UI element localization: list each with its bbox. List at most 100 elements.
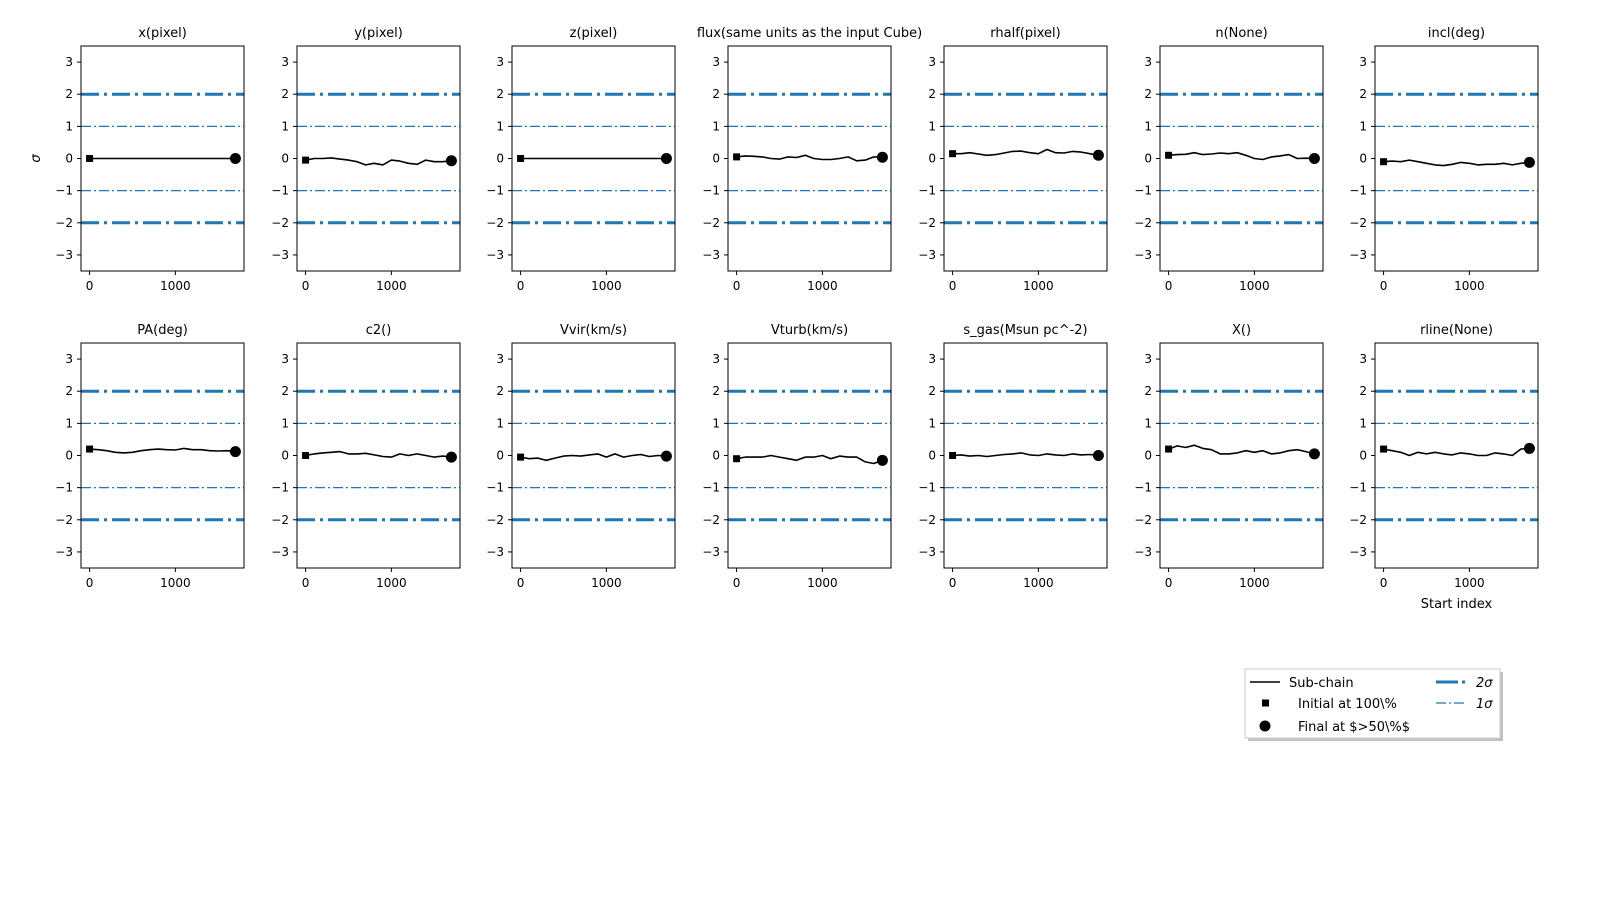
- y-tick-label: 3: [496, 55, 504, 69]
- sub-chain-line: [89, 447, 236, 454]
- y-tick-label: 1: [928, 119, 936, 133]
- y-tick-label: −3: [918, 248, 936, 262]
- y-tick-label: 1: [1144, 119, 1152, 133]
- sub-chain-line: [520, 453, 667, 462]
- final-marker: [229, 446, 241, 458]
- y-tick-label: −3: [702, 545, 720, 559]
- final-marker: [445, 451, 457, 463]
- x-tick-label: 1000: [591, 279, 622, 293]
- y-tick-label: 2: [281, 87, 289, 101]
- y-tick-label: 0: [1359, 152, 1367, 166]
- sub-chain-line: [1383, 159, 1530, 167]
- y-tick-label: 0: [712, 152, 720, 166]
- y-tick-label: −3: [55, 545, 73, 559]
- x-tick-label: 1000: [1239, 279, 1270, 293]
- y-tick-label: −2: [1349, 513, 1367, 527]
- plot-frame: [727, 342, 892, 569]
- y-tick-label: 1: [281, 416, 289, 430]
- y-tick-label: −1: [271, 184, 289, 198]
- y-tick-label: −3: [55, 248, 73, 262]
- legend-initial-swatch: [1262, 699, 1269, 707]
- x-tick-label: 0: [302, 279, 310, 293]
- final-marker: [1092, 450, 1104, 461]
- panel: n(None) −3 −2 −1 0 1 2 3 0 1000: [1134, 26, 1324, 293]
- panel-title: z(pixel): [570, 26, 618, 41]
- x-tick-label: 0: [733, 279, 741, 293]
- final-marker: [1523, 442, 1535, 454]
- panel-title: c2(): [366, 323, 392, 338]
- y-tick-label: 3: [928, 352, 936, 366]
- sub-chain-line: [305, 157, 452, 166]
- y-tick-label: 3: [281, 352, 289, 366]
- panel: flux(same units as the input Cube) −3 −2 −1…: [697, 26, 922, 293]
- legend-label: 1σ: [1476, 697, 1493, 712]
- y-tick-label: 2: [1144, 384, 1152, 398]
- x-tick-label: 1000: [376, 279, 407, 293]
- x-tick-label: 0: [949, 576, 957, 590]
- x-tick-label: 1000: [1239, 576, 1270, 590]
- panel-title: rhalf(pixel): [990, 26, 1060, 41]
- y-tick-label: 1: [65, 416, 73, 430]
- x-tick-label: 1000: [1454, 576, 1485, 590]
- plot-frame: [1374, 45, 1539, 272]
- y-tick-label: 2: [1359, 87, 1367, 101]
- y-tick-label: 1: [1359, 119, 1367, 133]
- y-tick-label: −1: [702, 481, 720, 495]
- final-marker: [876, 151, 888, 163]
- x-tick-label: 1000: [1023, 576, 1054, 590]
- panel-title: Vturb(km/s): [771, 323, 848, 338]
- y-tick-label: 2: [928, 384, 936, 398]
- y-tick-label: 0: [65, 449, 73, 463]
- final-marker: [876, 454, 888, 466]
- panel-title: flux(same units as the input Cube): [697, 26, 922, 41]
- legend-label: Initial at 100\%: [1298, 697, 1397, 712]
- panel: y(pixel) −3 −2 −1 0 1 2 3 0 1000: [271, 26, 461, 293]
- panel: PA(deg) −3 −2 −1 0 1 2 3 0 1000: [55, 323, 245, 590]
- y-tick-label: 0: [1144, 449, 1152, 463]
- y-tick-label: 3: [928, 55, 936, 69]
- panel: rline(None) −3 −2 −1 0 1 2 3 0 1000 Start index: [1349, 323, 1539, 612]
- y-tick-label: 0: [1144, 152, 1152, 166]
- y-tick-label: −2: [55, 513, 73, 527]
- y-tick-label: 1: [281, 119, 289, 133]
- y-tick-label: −3: [1134, 545, 1152, 559]
- y-tick-label: 2: [712, 87, 720, 101]
- initial-marker: [302, 452, 310, 459]
- y-tick-label: −2: [918, 513, 936, 527]
- y-tick-label: −1: [486, 184, 504, 198]
- y-tick-label: −1: [1349, 184, 1367, 198]
- y-tick-label: −1: [1134, 481, 1152, 495]
- initial-marker: [733, 153, 741, 161]
- sub-chain-line: [736, 154, 883, 162]
- y-tick-label: 2: [712, 384, 720, 398]
- y-tick-label: −3: [271, 545, 289, 559]
- x-tick-label: 1000: [591, 576, 622, 590]
- y-tick-label: 1: [928, 416, 936, 430]
- y-tick-label: −2: [1349, 216, 1367, 230]
- y-tick-label: 3: [281, 55, 289, 69]
- y-tick-label: −1: [702, 184, 720, 198]
- sub-chain-line: [1168, 151, 1315, 161]
- x-tick-label: 1000: [807, 576, 838, 590]
- x-tick-label: 0: [1380, 576, 1388, 590]
- final-marker: [1523, 156, 1535, 168]
- y-tick-label: −1: [918, 481, 936, 495]
- y-tick-label: −1: [55, 184, 73, 198]
- final-marker: [1308, 153, 1320, 164]
- y-tick-label: 1: [712, 119, 720, 133]
- x-tick-label: 1000: [376, 576, 407, 590]
- y-tick-label: 3: [1359, 352, 1367, 366]
- y-tick-label: −3: [1349, 248, 1367, 262]
- initial-marker: [1380, 158, 1388, 166]
- panel: Vvir(km/s) −3 −2 −1 0 1 2 3 0 1000: [486, 323, 676, 590]
- initial-marker: [1165, 151, 1173, 159]
- final-marker: [660, 153, 672, 164]
- y-tick-label: −3: [1349, 545, 1367, 559]
- initial-marker: [517, 453, 525, 461]
- y-tick-label: 0: [281, 152, 289, 166]
- plot-frame: [80, 342, 245, 569]
- final-marker: [1308, 448, 1320, 460]
- y-tick-label: 2: [1144, 87, 1152, 101]
- plot-frame: [511, 342, 676, 569]
